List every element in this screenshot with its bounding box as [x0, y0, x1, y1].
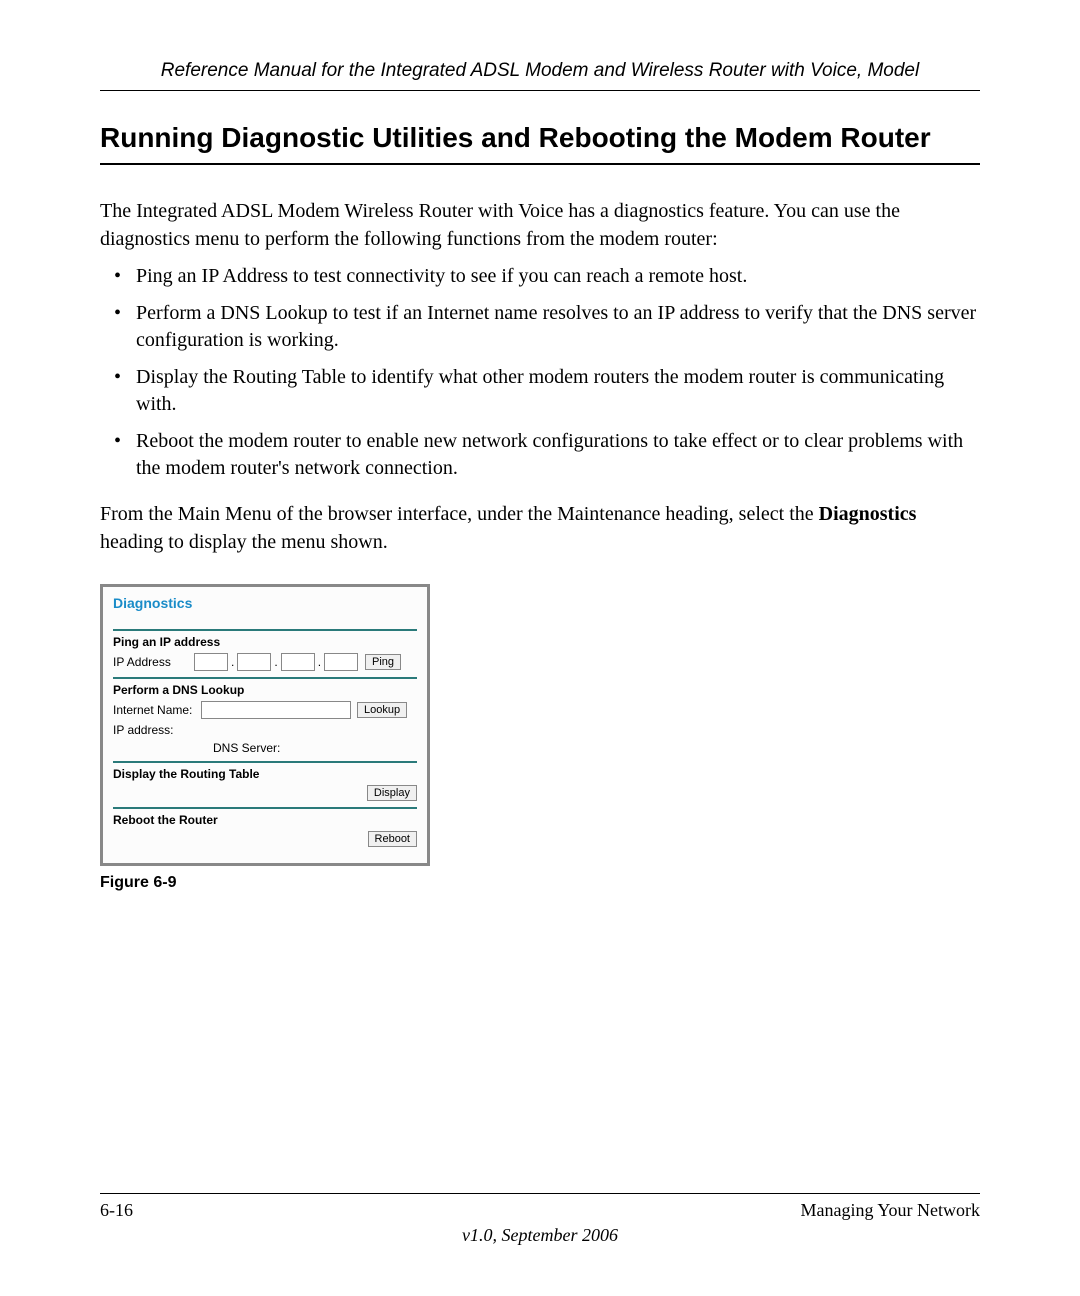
section-title: Running Diagnostic Utilities and Rebooti… [100, 121, 980, 155]
list-item: Reboot the modem router to enable new ne… [100, 428, 980, 482]
reboot-row: Reboot [113, 831, 417, 847]
ip-octet-4-input[interactable] [324, 653, 358, 671]
section-rule [113, 677, 417, 679]
dns-section-header: Perform a DNS Lookup [113, 683, 417, 697]
header-rule [100, 90, 980, 91]
footer-rule [100, 1193, 980, 1194]
ping-button[interactable]: Ping [365, 654, 401, 670]
page-number: 6-16 [100, 1200, 133, 1221]
ip-address-label: IP Address [113, 655, 193, 669]
routing-section-header: Display the Routing Table [113, 767, 417, 781]
dns-server-label: DNS Server: [213, 741, 280, 755]
list-item: Display the Routing Table to identify wh… [100, 364, 980, 418]
figure-wrapper: Diagnostics Ping an IP address IP Addres… [100, 584, 980, 892]
title-rule [100, 163, 980, 165]
section-rule [113, 629, 417, 631]
internet-name-row: Internet Name: Lookup [113, 701, 417, 719]
reboot-button[interactable]: Reboot [368, 831, 417, 847]
ping-section-header: Ping an IP address [113, 635, 417, 649]
section-rule [113, 761, 417, 763]
ip-octet-3-input[interactable] [281, 653, 315, 671]
dot: . [231, 655, 234, 669]
intro-paragraph: The Integrated ADSL Modem Wireless Route… [100, 197, 980, 253]
page-footer: 6-16 Managing Your Network v1.0, Septemb… [100, 1193, 980, 1246]
list-item: Perform a DNS Lookup to test if an Inter… [100, 300, 980, 354]
dns-ip-label: IP address: [113, 723, 173, 737]
ip-address-row: IP Address . . . Ping [113, 653, 417, 671]
list-item: Ping an IP Address to test connectivity … [100, 263, 980, 290]
dns-server-row: DNS Server: [213, 741, 417, 755]
header-reference: Reference Manual for the Integrated ADSL… [100, 60, 980, 82]
display-row: Display [113, 785, 417, 801]
para-bold: Diagnostics [819, 503, 917, 525]
figure-caption: Figure 6-9 [100, 874, 980, 892]
chapter-name: Managing Your Network [801, 1200, 981, 1221]
para-pre: From the Main Menu of the browser interf… [100, 503, 819, 525]
ip-octet-1-input[interactable] [194, 653, 228, 671]
version-line: v1.0, September 2006 [100, 1225, 980, 1246]
dot: . [318, 655, 321, 669]
internet-name-label: Internet Name: [113, 703, 201, 717]
section-rule [113, 807, 417, 809]
dns-ip-row: IP address: [113, 723, 417, 737]
instruction-paragraph: From the Main Menu of the browser interf… [100, 500, 980, 556]
para-post: heading to display the menu shown. [100, 531, 388, 553]
feature-list: Ping an IP Address to test connectivity … [100, 263, 980, 482]
dot: . [274, 655, 277, 669]
internet-name-input[interactable] [201, 701, 351, 719]
diagnostics-panel: Diagnostics Ping an IP address IP Addres… [100, 584, 430, 866]
ip-octet-2-input[interactable] [237, 653, 271, 671]
diagnostics-title: Diagnostics [113, 595, 417, 611]
display-button[interactable]: Display [367, 785, 417, 801]
reboot-section-header: Reboot the Router [113, 813, 417, 827]
lookup-button[interactable]: Lookup [357, 702, 407, 718]
